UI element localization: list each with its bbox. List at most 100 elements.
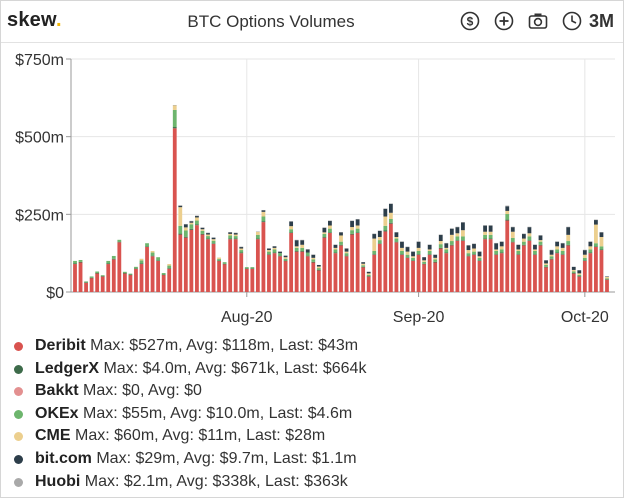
bar-ledgerx <box>128 274 133 276</box>
bar-okex <box>250 267 255 269</box>
bar-deribit <box>449 245 454 292</box>
bar-cme <box>178 207 183 226</box>
bar-deribit <box>139 264 144 292</box>
bar-deribit <box>316 270 321 292</box>
skew-logo[interactable]: skew. <box>7 9 62 31</box>
bar-deribit <box>577 276 582 292</box>
cme-legend-dot <box>14 432 23 442</box>
add-icon[interactable] <box>494 11 514 31</box>
bar-okex <box>427 250 432 255</box>
bar-huobi <box>411 251 415 252</box>
bar-huobi <box>566 226 571 228</box>
stacked-bar-chart: $0 $250m $500m $750m Aug-20 Sep-20 Oct-20 <box>15 52 615 326</box>
bar-deribit <box>73 264 77 292</box>
bar-bitcom <box>416 241 421 248</box>
bar-cme <box>228 233 233 236</box>
bar-cme <box>466 250 471 254</box>
bar-deribit <box>377 243 382 292</box>
bar-ledgerx <box>571 273 576 274</box>
bar-okex <box>405 254 410 258</box>
bar-okex <box>555 249 560 253</box>
clock-icon[interactable] <box>562 11 582 31</box>
bar-cme <box>272 247 277 250</box>
legend-item-huobi[interactable]: Huobi Max: $2.1m, Avg: $338k, Last: $363… <box>11 471 611 494</box>
bar-okex <box>344 253 349 256</box>
bar-deribit <box>549 259 554 292</box>
bar-ledgerx <box>427 254 432 255</box>
bar-cme <box>267 250 271 252</box>
x-tick-label: Sep-20 <box>393 309 445 326</box>
legend-item-ledgerx[interactable]: LedgerX Max: $4.0m, Avg: $671k, Last: $6… <box>11 358 611 381</box>
bar-huobi <box>289 221 294 222</box>
bar-okex <box>122 271 127 274</box>
bar-ledgerx <box>95 273 100 274</box>
legend-item-bakkt[interactable]: Bakkt Max: $0, Avg: $0 <box>11 380 611 403</box>
bar-huobi <box>466 245 471 246</box>
bar-okex <box>311 259 316 262</box>
bar-okex <box>316 268 321 270</box>
legend-item-deribit[interactable]: Deribit Max: $527m, Avg: $118m, Last: $4… <box>11 335 611 358</box>
bar-huobi <box>172 104 177 106</box>
legend-stats: Max: $2.1m, Avg: $338k, Last: $363k <box>84 472 348 490</box>
bar-huobi <box>538 235 543 236</box>
bar-cme <box>527 233 532 237</box>
bar-bitcom <box>195 215 199 218</box>
bar-ledgerx <box>477 260 482 261</box>
bar-huobi <box>228 232 233 233</box>
bar-ledgerx <box>78 261 83 263</box>
bitcom-legend-dot <box>14 454 23 464</box>
bar-cme <box>339 235 343 242</box>
bar-okex <box>217 259 221 261</box>
bar-cme <box>444 247 449 250</box>
bar-ledgerx <box>449 244 454 246</box>
bar-cme <box>211 239 216 241</box>
bar-cme <box>322 232 327 234</box>
bar-ledgerx <box>73 263 77 265</box>
bar-bitcom <box>333 244 338 248</box>
bar-ledgerx <box>521 244 526 246</box>
bar-cme <box>172 105 177 110</box>
bar-ledgerx <box>255 238 260 240</box>
bar-deribit <box>544 267 548 292</box>
bar-okex <box>388 218 393 223</box>
bar-okex <box>444 249 449 253</box>
bar-okex <box>233 236 238 239</box>
bar-ledgerx <box>250 268 255 269</box>
range-selector[interactable]: 3M <box>589 11 615 31</box>
bar-okex <box>200 230 205 234</box>
bar-huobi <box>499 241 504 242</box>
bar-deribit <box>560 254 565 292</box>
bar-huobi <box>239 246 244 248</box>
bar-deribit <box>350 234 354 292</box>
bar-okex <box>134 266 138 269</box>
bar-ledgerx <box>145 246 149 247</box>
bar-okex <box>150 252 155 256</box>
bar-huobi <box>516 244 521 245</box>
bar-ledgerx <box>211 243 216 244</box>
bar-ledgerx <box>172 127 177 129</box>
bar-deribit <box>95 273 100 292</box>
bar-okex <box>377 240 382 244</box>
legend-item-bitcom[interactable]: bit.com Max: $29m, Avg: $9.7m, Last: $1.… <box>11 448 611 471</box>
bar-huobi <box>405 246 410 248</box>
bar-bitcom <box>272 246 277 248</box>
bar-ledgerx <box>466 255 471 257</box>
bar-bitcom <box>350 220 354 228</box>
bar-ledgerx <box>300 250 305 252</box>
bar-deribit <box>571 273 576 292</box>
camera-icon[interactable] <box>528 11 548 31</box>
bar-okex <box>272 249 277 253</box>
bar-cme <box>217 257 221 260</box>
bar-deribit <box>261 222 266 292</box>
bar-okex <box>255 234 260 239</box>
bar-ledgerx <box>366 276 371 277</box>
legend-item-cme[interactable]: CME Max: $60m, Avg: $11m, Last: $28m <box>11 425 611 448</box>
bar-okex <box>111 255 116 259</box>
bar-cme <box>571 269 576 272</box>
bar-okex <box>483 234 487 239</box>
bar-deribit <box>366 276 371 292</box>
bar-okex <box>328 228 332 233</box>
legend-stats: Max: $527m, Avg: $118m, Last: $43m <box>90 337 359 354</box>
dollar-icon[interactable]: $ <box>460 11 480 31</box>
legend-item-okex[interactable]: OKEx Max: $55m, Avg: $10.0m, Last: $4.6m <box>11 403 611 426</box>
